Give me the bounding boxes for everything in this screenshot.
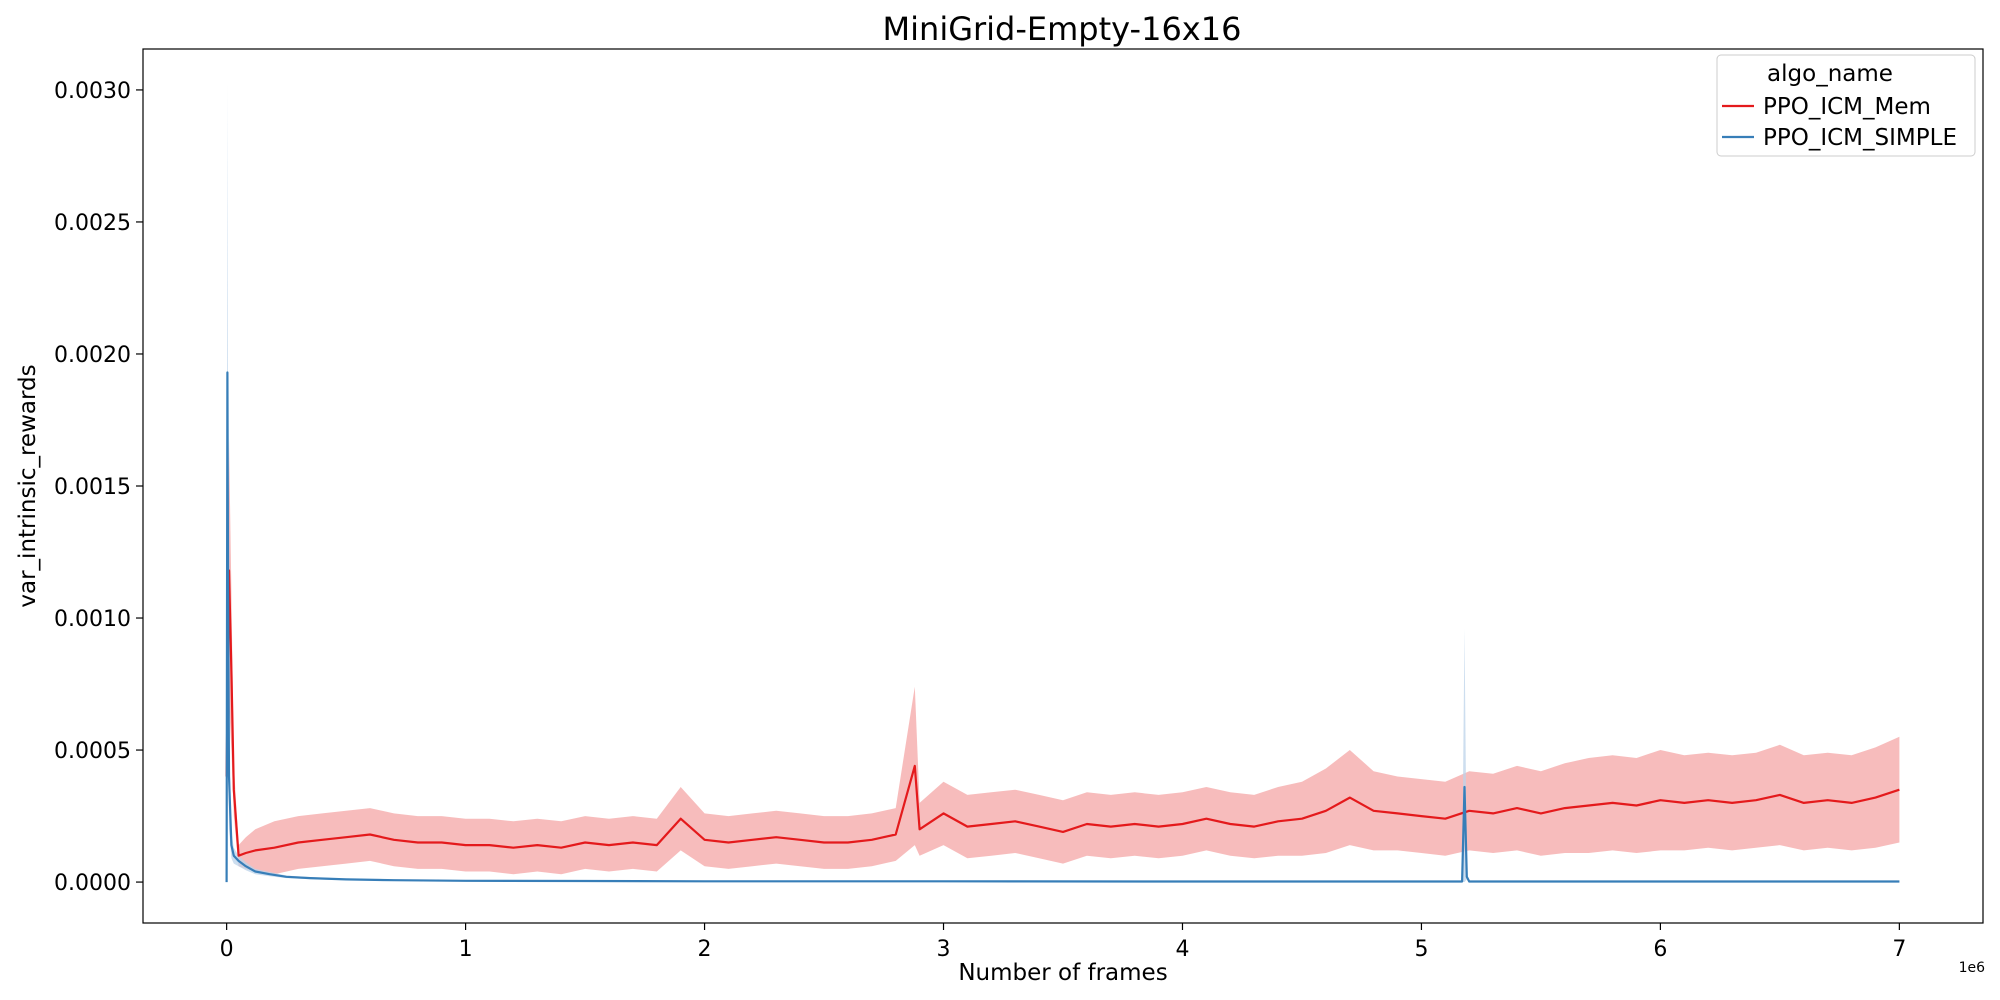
legend-box xyxy=(1716,54,1976,157)
y-tick-label-5: 0.0025 xyxy=(54,211,131,236)
plot-area xyxy=(142,48,1984,924)
x-tick-label-4: 4 xyxy=(1175,937,1189,962)
x-tick-label-7: 7 xyxy=(1892,937,1906,962)
x-tick-label-5: 5 xyxy=(1414,937,1428,962)
y-tick-label-3: 0.0015 xyxy=(54,475,131,500)
confidence-bands xyxy=(226,82,1900,883)
x-axis: 0 1 2 3 4 5 6 7 xyxy=(220,923,1906,962)
chart-title: MiniGrid-Empty-16x16 xyxy=(883,10,1242,48)
y-tick-label-1: 0.0005 xyxy=(54,739,131,764)
legend-label-ppo-icm-simple: PPO_ICM_SIMPLE xyxy=(1763,125,1957,151)
legend-label-ppo-icm-mem: PPO_ICM_Mem xyxy=(1763,94,1931,120)
x-axis-label: Number of frames xyxy=(958,960,1167,986)
y-tick-label-4: 0.0020 xyxy=(54,343,131,368)
x-tick-label-2: 2 xyxy=(698,937,712,962)
legend-title: algo_name xyxy=(1767,61,1893,87)
band-ppo-icm-mem xyxy=(226,438,1900,875)
x-tick-label-3: 3 xyxy=(937,937,951,962)
y-axis: 0.0000 0.0005 0.0010 0.0015 0.0020 0.0025 0.00… xyxy=(54,79,143,896)
series-lines xyxy=(225,371,1900,883)
y-tick-label-6: 0.0030 xyxy=(54,79,131,104)
y-axis-label: var_intrinsic_rewards xyxy=(15,364,41,607)
legend: algo_name PPO_ICM_Mem PPO_ICM_SIMPLE xyxy=(1716,54,1976,157)
y-tick-label-0: 0.0000 xyxy=(54,871,131,896)
line-ppo-icm-mem xyxy=(225,569,1900,857)
line-ppo-icm-simple xyxy=(225,371,1900,883)
x-tick-label-1: 1 xyxy=(459,937,473,962)
x-tick-label-0: 0 xyxy=(220,937,234,962)
y-tick-label-2: 0.0010 xyxy=(54,607,131,632)
x-tick-label-6: 6 xyxy=(1653,937,1667,962)
x-axis-offset-label: 1e6 xyxy=(1959,960,1986,976)
